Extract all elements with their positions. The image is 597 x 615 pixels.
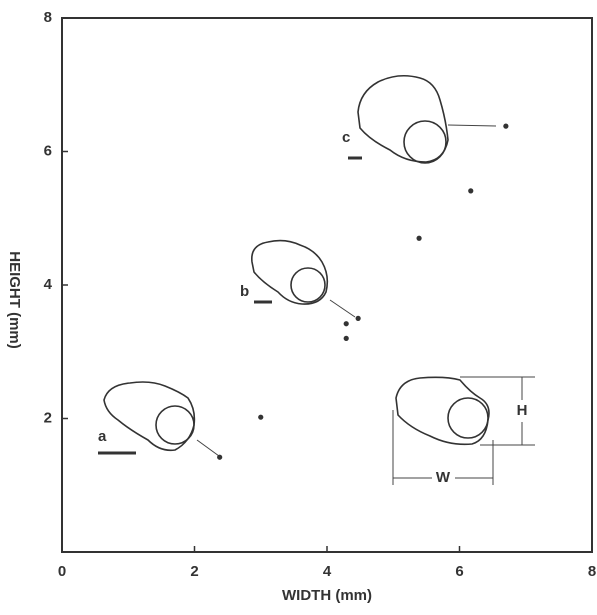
y-axis-label: HEIGHT (mm) xyxy=(6,251,23,349)
x-tick-label: 2 xyxy=(190,563,198,580)
y-tick-label: 6 xyxy=(44,142,52,159)
data-point xyxy=(217,454,223,460)
x-tick-label: 4 xyxy=(323,563,332,580)
annotation: a xyxy=(98,428,107,445)
data-point xyxy=(503,123,509,129)
y-tick-label: 4 xyxy=(44,276,53,293)
y-tick-label: 2 xyxy=(44,409,52,426)
data-point xyxy=(258,414,264,420)
annotation: c xyxy=(342,129,350,146)
data-point xyxy=(343,335,349,341)
cell-outline-b xyxy=(251,239,356,318)
data-point xyxy=(468,188,474,194)
data-point xyxy=(416,235,422,241)
x-tick-label: 0 xyxy=(58,563,66,580)
cell-outline-a xyxy=(98,381,220,457)
x-axis-label: WIDTH (mm) xyxy=(282,587,372,604)
annotation: b xyxy=(240,283,249,300)
annotation: H xyxy=(517,402,528,419)
y-tick-label: 8 xyxy=(44,9,52,26)
inset-diagram xyxy=(392,376,535,485)
cell-outline-c xyxy=(348,74,497,164)
data-point xyxy=(343,321,349,327)
annotation: W xyxy=(436,469,451,486)
x-tick-label: 8 xyxy=(588,563,596,580)
data-point xyxy=(355,315,361,321)
x-tick-label: 6 xyxy=(455,563,463,580)
